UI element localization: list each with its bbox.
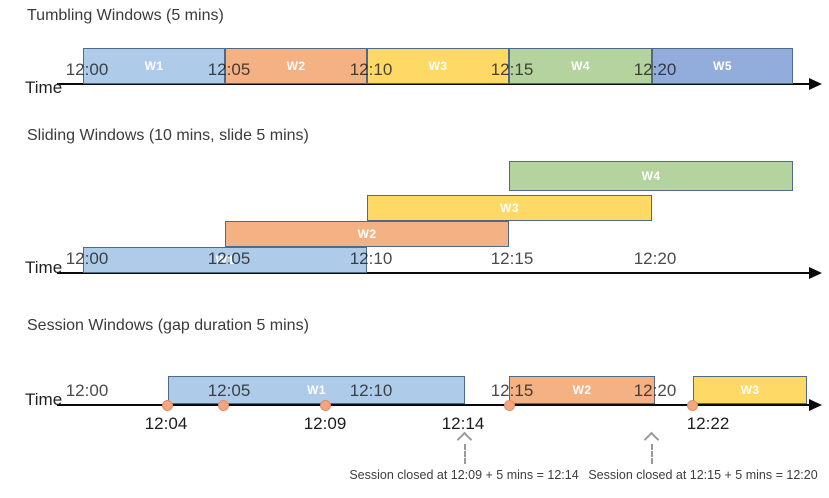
tumbling-window-label-w3: W3 (428, 59, 448, 73)
tumbling-window-label-w2: W2 (286, 59, 306, 73)
sliding-window-label-w1: W1 (215, 253, 235, 267)
tumbling-window-w2: W2 (225, 48, 367, 84)
sliding-tick-12:05: 12:05 (207, 249, 251, 268)
tumbling-timeline (57, 83, 809, 85)
sliding-title: Sliding Windows (10 mins, slide 5 mins) (27, 127, 309, 144)
tumbling-tick-12:15: 12:15 (490, 60, 534, 79)
session-event-time-12:14: 12:14 (441, 414, 485, 433)
session-tick-12:20: 12:20 (633, 381, 677, 400)
sliding-window-w3: W3 (367, 195, 652, 221)
sliding-window-w2: W2 (225, 221, 509, 247)
session-window-w1: W1 (168, 376, 465, 404)
sliding-tick-12:10: 12:10 (349, 249, 393, 268)
session-event-dot-2 (319, 399, 331, 411)
tumbling-tick-12:20: 12:20 (633, 60, 677, 79)
tumbling-window-w5: W5 (652, 48, 793, 84)
session-window-label-w3: W3 (740, 383, 760, 397)
sliding-window-label-w2: W2 (357, 227, 377, 241)
sliding-window-w4: W4 (509, 161, 793, 191)
tumbling-window-label-w5: W5 (713, 59, 732, 73)
session-annotation-caption-1: Session closed at 12:15 + 5 mins = 12:20 (588, 468, 818, 482)
session-event-dot-1 (217, 399, 229, 411)
session-window-w3: W3 (693, 376, 807, 404)
tumbling-window-label-w1: W1 (144, 59, 164, 73)
session-event-dot-4 (686, 399, 698, 411)
tumbling-timeline-arrowhead-icon (809, 78, 822, 90)
session-timeline (57, 404, 809, 406)
session-event-dot-3 (503, 399, 515, 411)
session-event-time-12:04: 12:04 (144, 414, 188, 433)
tumbling-tick-12:10: 12:10 (349, 60, 393, 79)
sliding-timeline (57, 272, 809, 274)
sliding-tick-12:20: 12:20 (633, 249, 677, 268)
session-window-label-w1: W1 (307, 383, 326, 397)
tumbling-tick-12:00: 12:00 (65, 60, 109, 79)
tumbling-window-w4: W4 (509, 48, 652, 84)
tumbling-window-w3: W3 (367, 48, 509, 84)
session-annotation-caption-0: Session closed at 12:09 + 5 mins = 12:14 (349, 468, 579, 482)
session-annotation-dashed-line-0 (464, 444, 466, 464)
tumbling-window-w1: W1 (83, 48, 225, 84)
session-window-w2: W2 (509, 376, 655, 404)
session-event-dot-0 (161, 399, 173, 411)
sliding-tick-12:15: 12:15 (490, 249, 534, 268)
tumbling-window-label-w4: W4 (571, 59, 590, 73)
sliding-window-label-w4: W4 (641, 169, 661, 183)
tumbling-tick-12:05: 12:05 (207, 60, 251, 79)
session-tick-12:15: 12:15 (490, 381, 534, 400)
session-tick-12:00: 12:00 (65, 381, 109, 400)
sliding-timeline-arrowhead-icon (809, 267, 822, 279)
session-time-axis-label: Time (25, 390, 63, 409)
sliding-window-label-w3: W3 (500, 201, 519, 215)
sliding-time-axis-label: Time (25, 258, 63, 277)
session-timeline-arrowhead-icon (809, 399, 822, 411)
session-window-label-w2: W2 (572, 383, 592, 397)
session-event-time-12:22: 12:22 (686, 414, 730, 433)
session-annotation-dashed-line-1 (651, 444, 653, 464)
sliding-window-w1: W1 (83, 247, 367, 273)
session-tick-12:10: 12:10 (349, 381, 393, 400)
tumbling-title: Tumbling Windows (5 mins) (27, 7, 224, 24)
session-tick-12:05: 12:05 (207, 381, 251, 400)
sliding-tick-12:00: 12:00 (65, 249, 109, 268)
session-title: Session Windows (gap duration 5 mins) (27, 317, 309, 334)
session-event-time-12:09: 12:09 (303, 414, 347, 433)
tumbling-time-axis-label: Time (25, 78, 63, 97)
